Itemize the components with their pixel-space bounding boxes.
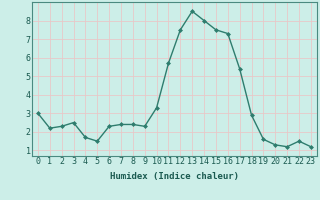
X-axis label: Humidex (Indice chaleur): Humidex (Indice chaleur) bbox=[110, 172, 239, 181]
